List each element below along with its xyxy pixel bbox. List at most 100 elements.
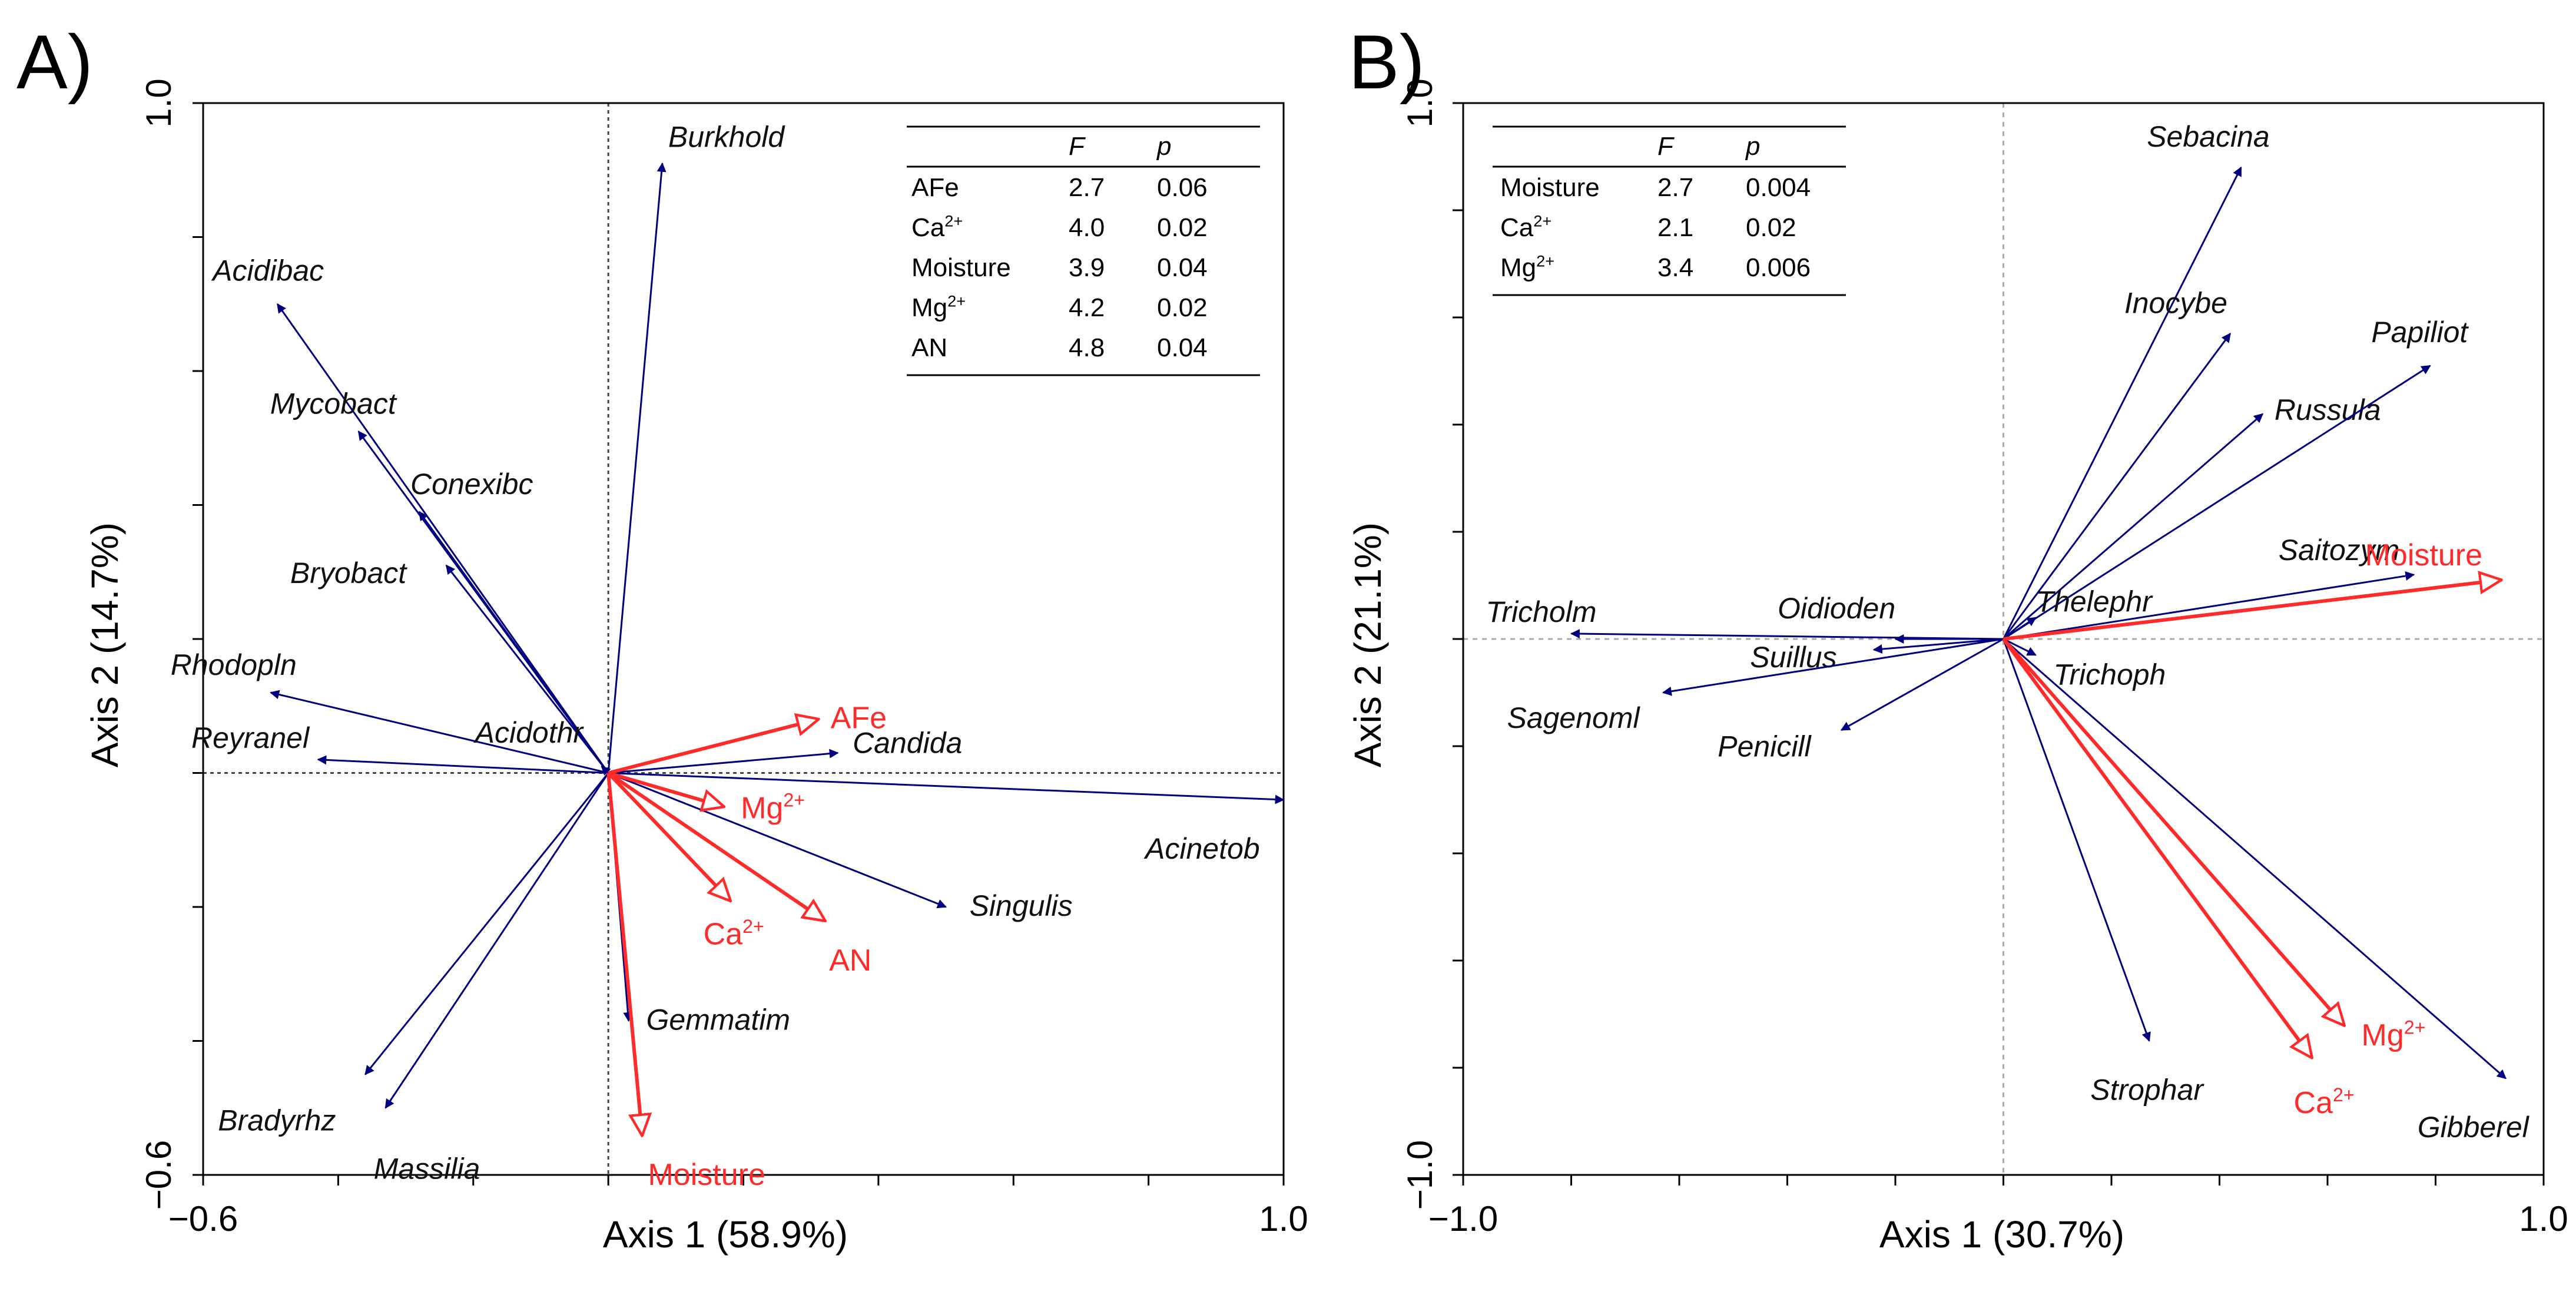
species-label-candida: Candida [853, 726, 962, 759]
species-vector-rhodopln [270, 690, 609, 774]
table-cell: 4.2 [1069, 293, 1105, 322]
species-vector-saitozym [2003, 571, 2415, 640]
env-vector-moisture [606, 773, 642, 1135]
species-label-saitozym: Saitozym [2279, 534, 2400, 567]
species-label-massilia: Massilia [374, 1152, 480, 1185]
y-tick-label: 1.0 [1400, 78, 1440, 127]
env-label-ca2: Ca2+ [2293, 1084, 2354, 1120]
x-tick-label: 1.0 [1259, 1199, 1308, 1239]
env-vector-moisture [2003, 580, 2501, 641]
env-vector-mg2 [608, 771, 723, 807]
table-cell: 4.8 [1069, 333, 1105, 362]
env-vector-afe [608, 720, 818, 775]
species-label-mycobact: Mycobact [270, 387, 397, 420]
env-vector-ca2 [2002, 638, 2312, 1057]
x-tick-label: −0.6 [168, 1199, 238, 1239]
table-cell: 0.06 [1157, 173, 1208, 202]
table-cell: 0.02 [1157, 213, 1208, 242]
table-cell: Mg2+ [911, 292, 966, 322]
table-cell: Mg2+ [1500, 251, 1554, 282]
species-vector-conexibc [418, 511, 609, 774]
panel-label: B) [1348, 19, 1425, 105]
panel-label: A) [16, 19, 93, 105]
table-header-f: F [1657, 132, 1675, 161]
x-tick-label: −1.0 [1428, 1199, 1498, 1239]
panel-b: B) −1.0 1.0 −1.0 1.0 Axis 1 (30.7%) Axis 2 (21… [1347, 19, 2568, 1256]
species-label-papiliot: Papiliot [2371, 316, 2469, 349]
table-cell: Ca2+ [1500, 211, 1551, 242]
species-vector-sebacina [2003, 166, 2242, 640]
env-vector-mg2 [2002, 638, 2344, 1025]
y-axis-title: Axis 2 (21.1%) [1347, 522, 1389, 767]
env-label-moisture: Moisture [648, 1158, 765, 1192]
panel-a: A) −0.6 1.0 −0.6 1.0 Axis 1 (58.9%) Axis 2 (14… [16, 19, 1308, 1256]
species-vector-penicill [1840, 638, 2004, 731]
species-label-acinetob: Acinetob [1143, 832, 1260, 865]
x-axis-title: Axis 1 (58.9%) [603, 1213, 848, 1256]
env-label-moisture: Moisture [2365, 538, 2482, 572]
species-vector-burkhold [607, 162, 667, 773]
species-label-trichoph: Trichoph [2054, 658, 2166, 691]
x-axis-title: Axis 1 (30.7%) [1879, 1213, 2124, 1256]
species-label-gemmatim: Gemmatim [647, 1003, 790, 1036]
y-tick-label: −0.6 [139, 1140, 178, 1210]
env-label-mg2: Mg2+ [2362, 1016, 2426, 1052]
table-cell: 0.04 [1157, 253, 1208, 282]
species-vector-bradyrhz [364, 772, 609, 1075]
species-vector-massilia [384, 772, 609, 1109]
table-cell: Moisture [911, 253, 1011, 282]
species-label-gibberel: Gibberel [2418, 1111, 2530, 1144]
species-label-russula: Russula [2275, 393, 2381, 426]
species-label-acidibac: Acidibac [211, 254, 324, 287]
table-cell: 0.04 [1157, 333, 1208, 362]
species-label-inocybe: Inocybe [2124, 286, 2227, 319]
y-axis-title: Axis 2 (14.7%) [84, 522, 126, 767]
env-vector-ca2 [606, 771, 730, 900]
species-label-strophar: Strophar [2090, 1074, 2204, 1107]
species-vector-acidothr [601, 765, 611, 776]
species-vector-bryobact [445, 564, 609, 774]
y-tick-label: −1.0 [1400, 1140, 1440, 1210]
species-label-thelephr: Thelephr [2036, 585, 2154, 618]
species-vector-papiliot [2003, 365, 2431, 640]
table-cell: 2.1 [1657, 213, 1693, 242]
species-vector-acidibac [276, 303, 609, 774]
species-vector-inocybe [2003, 333, 2232, 640]
species-vector-singulis [608, 772, 947, 909]
table-cell: AN [911, 333, 947, 362]
y-tick-label: 1.0 [139, 78, 178, 127]
table-header-p: p [1745, 132, 1760, 161]
table-cell: 0.004 [1746, 173, 1811, 202]
table-cell: 0.02 [1746, 213, 1796, 242]
table-cell: 2.7 [1657, 173, 1693, 202]
species-label-conexibc: Conexibc [410, 468, 533, 501]
species-vector-thelephr [2003, 617, 2037, 640]
species-vector-candida [608, 749, 839, 774]
table-cell: 2.7 [1069, 173, 1105, 202]
species-label-suillus: Suillus [1750, 641, 1836, 674]
table-cell: AFe [911, 173, 959, 202]
env-label-an: AN [829, 943, 871, 978]
table-cell: 0.006 [1746, 253, 1811, 282]
species-vector-strophar [2003, 638, 2151, 1042]
species-label-burkhold: Burkhold [668, 120, 786, 153]
env-vector-an [607, 771, 824, 920]
species-label-oidioden: Oidioden [1778, 592, 1895, 625]
species-vector-gibberel [2003, 638, 2507, 1080]
table-cell: Ca2+ [911, 211, 963, 242]
species-vector-russula [2003, 413, 2264, 640]
species-label-bryobact: Bryobact [290, 557, 407, 590]
table-cell: 3.9 [1069, 253, 1105, 282]
species-label-penicill: Penicill [1718, 730, 1812, 763]
env-label-mg2: Mg2+ [741, 790, 805, 826]
species-label-bradyrhz: Bradyrhz [218, 1104, 336, 1137]
env-label-ca2: Ca2+ [704, 916, 764, 952]
species-vector-reyranel [317, 755, 609, 774]
table-cell: 4.0 [1069, 213, 1105, 242]
species-label-tricholm: Tricholm [1486, 595, 1597, 628]
table-cell: 0.02 [1157, 293, 1208, 322]
species-label-reyranel: Reyranel [191, 721, 310, 754]
